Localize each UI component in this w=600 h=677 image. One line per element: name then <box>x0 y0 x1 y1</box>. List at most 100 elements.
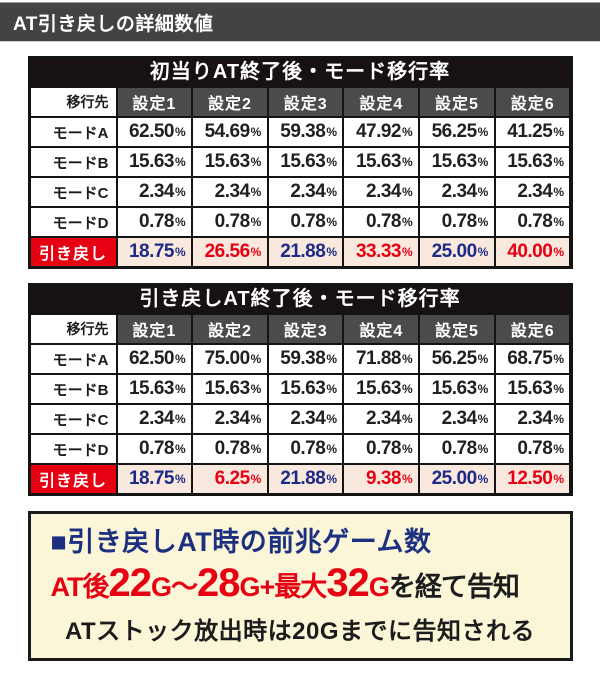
table-cell: 0.78% <box>193 435 267 463</box>
column-header-setting-1: 設定1 <box>117 88 192 116</box>
note-box: ■引き戻しAT時の前兆ゲーム数 AT後22G〜28G+最大32Gを経て告知 AT… <box>27 511 573 662</box>
column-header-setting-5: 設定5 <box>420 315 494 343</box>
pullback-cell: 6.25% <box>193 465 267 493</box>
table-cell: 15.63% <box>420 148 494 176</box>
table-cell: 15.63% <box>193 375 267 403</box>
announce-segment: 28 <box>197 561 240 606</box>
table-cell: 47.92% <box>344 118 419 146</box>
announce-segment: G <box>239 572 261 603</box>
table-cell: 2.34% <box>420 178 494 206</box>
table-cell: 15.63% <box>344 375 419 403</box>
table-cell: 56.25% <box>420 345 494 373</box>
table-cell: 0.78% <box>117 208 192 236</box>
pullback-cell: 18.75% <box>117 465 192 493</box>
table-cell: 2.34% <box>268 405 343 433</box>
row-label: モードC <box>30 405 116 433</box>
announce-segment: G <box>151 572 172 603</box>
table-cell: 62.50% <box>117 345 192 373</box>
row-label: モードA <box>30 345 116 373</box>
table-cell: 15.63% <box>268 375 343 403</box>
column-header-setting-6: 設定6 <box>495 88 570 116</box>
pullback-cell: 9.38% <box>344 465 419 493</box>
table-cell: 41.25% <box>495 118 570 146</box>
table-cell: 15.63% <box>268 148 343 176</box>
note-stock-line: ATストック放出時は20Gまでに告知される <box>64 618 536 646</box>
announce-segment: 32 <box>326 561 369 606</box>
table-cell: 2.34% <box>193 405 267 433</box>
table-cell: 0.78% <box>193 208 267 236</box>
table-cell: 15.63% <box>117 375 192 403</box>
table-cell: 2.34% <box>268 178 343 206</box>
column-header-setting-3: 設定3 <box>268 88 343 116</box>
pullback-cell: 25.00% <box>420 238 494 266</box>
table-cell: 0.78% <box>344 208 419 236</box>
table-cell: 15.63% <box>117 148 192 176</box>
table-cell: 0.78% <box>268 435 343 463</box>
table-cell: 0.78% <box>344 435 419 463</box>
table-cell: 0.78% <box>495 435 570 463</box>
table-cell: 56.25% <box>420 118 494 146</box>
column-header-setting-1: 設定1 <box>117 315 192 343</box>
table-title: 初当りAT終了後・モード移行率 <box>30 59 570 86</box>
column-header-setting-4: 設定4 <box>344 88 419 116</box>
pullback-cell: 25.00% <box>420 465 494 493</box>
pullback-row-label: 引き戻し <box>30 465 116 493</box>
table-cell: 2.34% <box>344 178 419 206</box>
announce-segment: G <box>368 572 390 603</box>
announce-segment: AT後 <box>50 572 110 603</box>
announce-segment: + <box>259 572 276 603</box>
table-cell: 59.38% <box>268 345 343 373</box>
table-cell: 0.78% <box>420 435 494 463</box>
pullback-cell: 33.33% <box>344 238 419 266</box>
table-cell: 54.69% <box>193 118 267 146</box>
announce-segment: 22 <box>108 561 152 606</box>
table-cell: 71.88% <box>344 345 419 373</box>
pullback-cell: 18.75% <box>117 238 192 266</box>
table-cell: 15.63% <box>495 148 570 176</box>
table-cell: 2.34% <box>495 405 570 433</box>
table-cell: 68.75% <box>495 345 570 373</box>
pullback-cell: 26.56% <box>193 238 267 266</box>
table-cell: 15.63% <box>420 375 494 403</box>
table-cell: 15.63% <box>344 148 419 176</box>
table-cell: 59.38% <box>268 118 343 146</box>
column-header-setting-3: 設定3 <box>268 315 343 343</box>
table-cell: 75.00% <box>193 345 267 373</box>
note-title: ■引き戻しAT時の前兆ゲーム数 <box>50 527 432 557</box>
table-cell: 0.78% <box>420 208 494 236</box>
table-cell: 0.78% <box>117 435 192 463</box>
corner-header: 移行先 <box>30 315 116 343</box>
column-header-setting-2: 設定2 <box>193 315 267 343</box>
announce-segment: を経て告知 <box>388 572 520 603</box>
column-header-setting-5: 設定5 <box>420 88 494 116</box>
mode-transition-table-1: 初当りAT終了後・モード移行率 移行先 設定1 設定2 設定3 設定4 設定5 設定6 モードA… <box>27 56 573 269</box>
row-label: モードD <box>30 435 116 463</box>
pullback-cell: 40.00% <box>495 238 570 266</box>
pullback-cell: 21.88% <box>268 465 343 493</box>
table-cell: 15.63% <box>193 148 267 176</box>
table-cell: 2.34% <box>193 178 267 206</box>
table-cell: 0.78% <box>268 208 343 236</box>
row-label: モードD <box>30 208 116 236</box>
row-label: モードB <box>30 148 116 176</box>
page-title-bar: AT引き戻しの詳細数値 <box>0 2 600 42</box>
table-cell: 62.50% <box>117 118 192 146</box>
pullback-row-label: 引き戻し <box>30 238 116 266</box>
table-cell: 15.63% <box>495 375 570 403</box>
row-label: モードA <box>30 118 116 146</box>
note-announce-line: AT後22G〜28G+最大32Gを経て告知 <box>51 561 560 605</box>
row-label: モードB <box>30 375 116 403</box>
pullback-cell: 21.88% <box>268 238 343 266</box>
table-cell: 2.34% <box>420 405 494 433</box>
announce-segment: 〜 <box>171 572 198 603</box>
table-title: 引き戻しAT終了後・モード移行率 <box>30 286 570 313</box>
table-cell: 2.34% <box>495 178 570 206</box>
table-cell: 2.34% <box>117 405 192 433</box>
table-cell: 2.34% <box>344 405 419 433</box>
column-header-setting-4: 設定4 <box>344 315 419 343</box>
table-cell: 2.34% <box>117 178 192 206</box>
page-title: AT引き戻しの詳細数値 <box>13 13 214 35</box>
tables-container: 初当りAT終了後・モード移行率 移行先 設定1 設定2 設定3 設定4 設定5 設定6 モードA… <box>0 56 600 496</box>
column-header-setting-2: 設定2 <box>193 88 267 116</box>
corner-header: 移行先 <box>30 88 116 116</box>
